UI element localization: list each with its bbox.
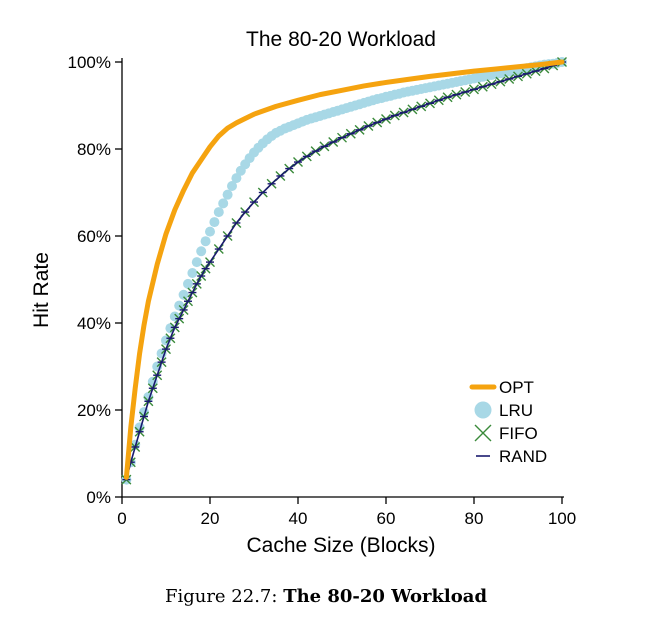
figure-caption: Figure 22.7: The 80-20 Workload	[0, 586, 652, 607]
x-tick-label: 80	[465, 509, 484, 528]
legend-item-fifo: FIFO	[474, 424, 538, 443]
lru-point	[222, 189, 233, 200]
y-tick-label: 40%	[77, 314, 111, 333]
legend-item-rand: RAND	[476, 447, 547, 466]
y-tick-label: 60%	[77, 227, 111, 246]
lru-point	[218, 198, 229, 209]
series-rand	[122, 61, 566, 481]
caption-title: The 80-20 Workload	[283, 586, 488, 607]
legend-label: RAND	[499, 447, 547, 466]
legend-swatch	[474, 401, 492, 419]
x-tick-label: 100	[548, 509, 576, 528]
lru-point	[183, 278, 193, 289]
x-tick-label: 20	[201, 509, 220, 528]
lru-point	[205, 226, 215, 237]
x-axis-label: Cache Size (Blocks)	[246, 534, 435, 557]
legend: OPT LRU FIFO RAND	[469, 378, 547, 466]
lru-point	[213, 207, 224, 218]
chart: The 80-20 Workload 0 20 40 60 80 100 0% 20% 40% 6…	[30, 28, 577, 557]
y-tick-label: 0%	[86, 488, 111, 507]
caption-prefix: Figure 22.7:	[164, 586, 284, 607]
legend-item-opt: OPT	[469, 378, 534, 397]
series-layer	[121, 57, 567, 485]
y-tick-label: 20%	[77, 401, 111, 420]
series-opt	[123, 59, 565, 480]
legend-label: OPT	[499, 378, 534, 397]
lru-point	[196, 246, 207, 257]
lru-point	[187, 267, 198, 278]
lru-point	[178, 289, 189, 300]
x-tick-label: 40	[289, 509, 308, 528]
axes: 0 20 40 60 80 100 0% 20% 40% 60% 80% 100%	[68, 53, 577, 528]
legend-swatch	[474, 424, 492, 442]
lru-point	[231, 173, 242, 184]
lru-point	[191, 257, 202, 268]
legend-label: FIFO	[499, 424, 538, 443]
opt-line	[123, 59, 565, 480]
legend-label: LRU	[499, 401, 533, 420]
lru-point	[227, 180, 237, 191]
legend-item-lru: LRU	[474, 401, 533, 420]
series-lru	[121, 57, 567, 485]
y-tick-label: 100%	[68, 53, 111, 72]
chart-title: The 80-20 Workload	[246, 28, 436, 51]
x-tick-label: 0	[117, 509, 126, 528]
x-tick-label: 60	[377, 509, 396, 528]
y-tick-label: 80%	[77, 140, 111, 159]
y-axis-label: Hit Rate	[30, 252, 53, 328]
lru-point	[200, 236, 211, 247]
lru-point	[209, 217, 220, 228]
